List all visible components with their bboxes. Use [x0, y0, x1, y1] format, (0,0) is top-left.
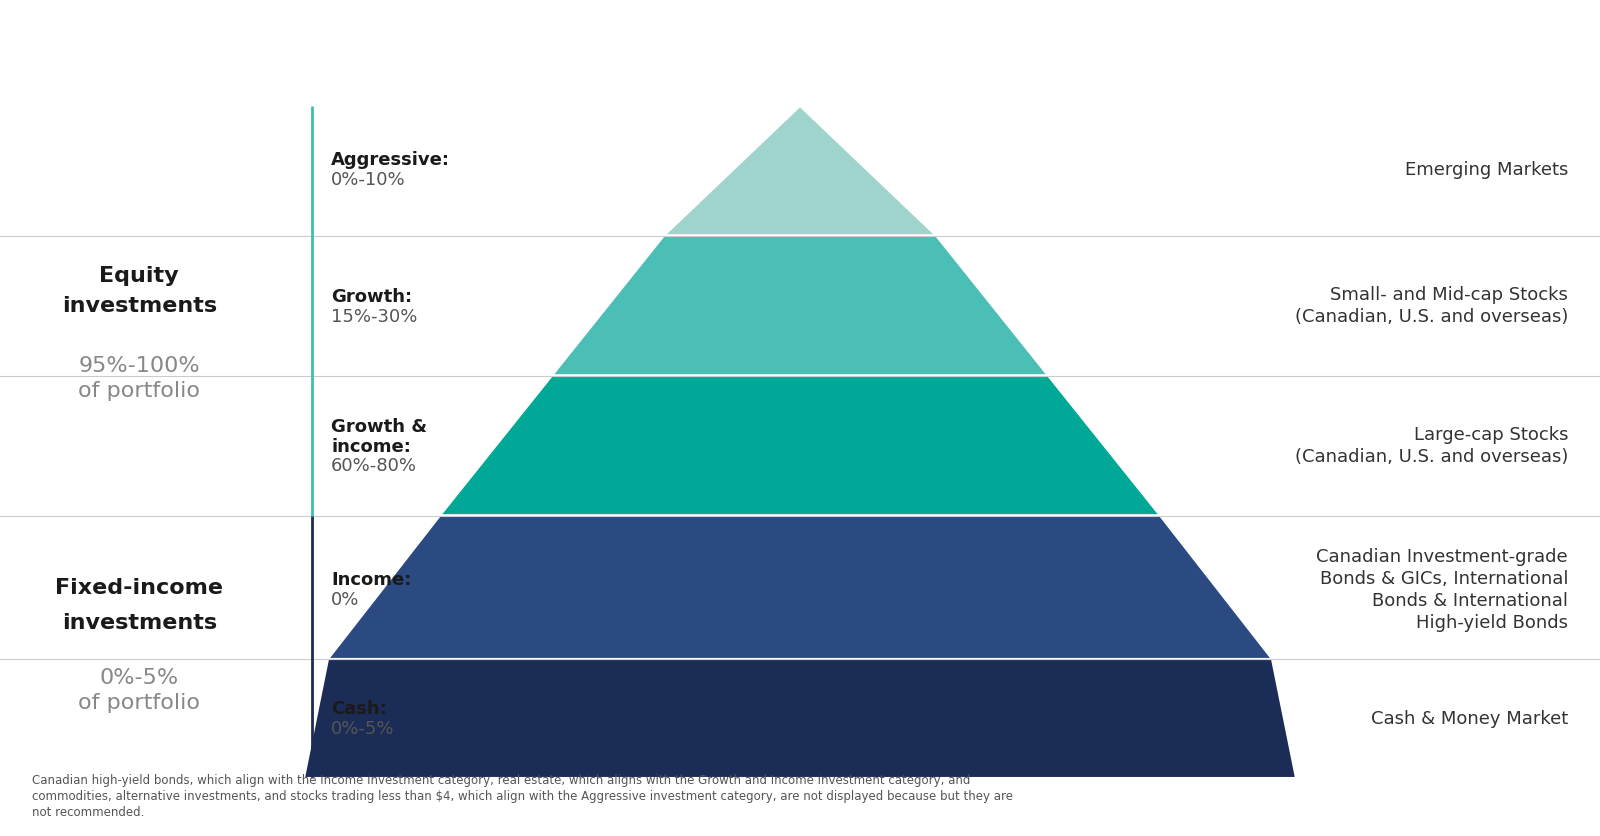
Text: of portfolio: of portfolio: [78, 380, 200, 400]
Text: 15%-30%: 15%-30%: [331, 307, 418, 325]
Polygon shape: [304, 660, 1296, 778]
Text: Equity: Equity: [99, 266, 179, 285]
Text: 0%: 0%: [331, 590, 360, 609]
Text: Growth &: Growth &: [331, 417, 427, 435]
Text: Aggressive:: Aggressive:: [331, 150, 450, 169]
Text: 0%-5%: 0%-5%: [99, 667, 179, 687]
Text: Canadian Investment-grade: Canadian Investment-grade: [1317, 548, 1568, 565]
Text: Growth:: Growth:: [331, 287, 413, 305]
Text: Bonds & GICs, International: Bonds & GICs, International: [1320, 569, 1568, 588]
Polygon shape: [664, 107, 936, 237]
Text: of portfolio: of portfolio: [78, 692, 200, 712]
Text: investments: investments: [62, 295, 216, 315]
Text: income:: income:: [331, 437, 411, 455]
Text: Cash & Money Market: Cash & Money Market: [1371, 710, 1568, 727]
Text: Small- and Mid-cap Stocks: Small- and Mid-cap Stocks: [1330, 286, 1568, 304]
Text: Fixed-income: Fixed-income: [54, 577, 222, 597]
Text: (Canadian, U.S. and overseas): (Canadian, U.S. and overseas): [1294, 308, 1568, 326]
Text: not recommended.: not recommended.: [32, 805, 144, 818]
Text: 0%-5%: 0%-5%: [331, 720, 395, 737]
Polygon shape: [552, 237, 1048, 376]
Text: Canadian high-yield bonds, which align with the Income investment category, real: Canadian high-yield bonds, which align w…: [32, 773, 970, 786]
Text: Emerging Markets: Emerging Markets: [1405, 161, 1568, 179]
Text: (Canadian, U.S. and overseas): (Canadian, U.S. and overseas): [1294, 448, 1568, 466]
Text: Large-cap Stocks: Large-cap Stocks: [1413, 426, 1568, 444]
Text: 95%-100%: 95%-100%: [78, 355, 200, 375]
Text: Income:: Income:: [331, 570, 411, 589]
Text: commodities, alternative investments, and stocks trading less than $4, which ali: commodities, alternative investments, an…: [32, 789, 1013, 802]
Text: investments: investments: [62, 612, 216, 632]
Polygon shape: [328, 516, 1272, 660]
Text: High-yield Bonds: High-yield Bonds: [1416, 614, 1568, 631]
Text: Bonds & International: Bonds & International: [1373, 591, 1568, 609]
Text: 0%-10%: 0%-10%: [331, 171, 406, 189]
Text: 60%-80%: 60%-80%: [331, 457, 418, 475]
Text: Cash:: Cash:: [331, 700, 387, 717]
Polygon shape: [440, 376, 1160, 516]
